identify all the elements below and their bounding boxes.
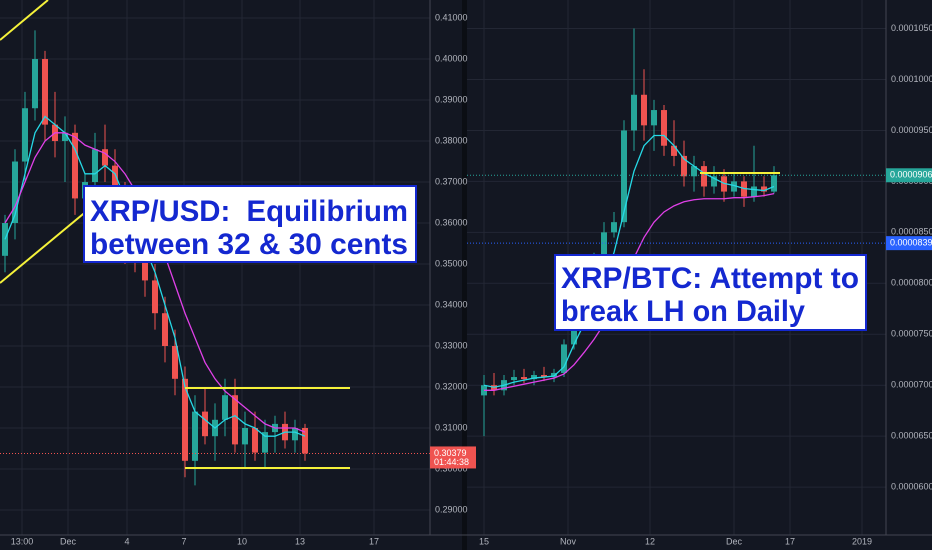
price-tag-label: 0.30379 <box>434 448 467 458</box>
candle-body <box>621 130 627 223</box>
countdown-label: 01:44:38 <box>434 457 469 467</box>
y-tick-label: 0.00010500 <box>891 23 932 33</box>
candle-body <box>761 186 767 192</box>
candle-body <box>102 149 108 166</box>
candle-body <box>92 149 98 183</box>
y-tick-label: 0.36000 <box>435 217 468 227</box>
x-tick-label: 7 <box>181 536 186 546</box>
y-tick-label: 0.34000 <box>435 299 468 309</box>
candle-body <box>651 110 657 126</box>
x-tick-label: 13 <box>295 536 305 546</box>
x-tick-label: Nov <box>560 536 577 546</box>
candle-body <box>72 132 78 199</box>
candle-body <box>152 280 158 314</box>
candle-body <box>711 176 717 187</box>
price-tag <box>430 446 476 469</box>
price-tag-label: 0.00008394 <box>890 238 932 248</box>
x-tick-label: 13:00 <box>11 536 34 546</box>
candle-body <box>262 432 268 453</box>
candle-body <box>42 59 48 125</box>
candle-body <box>691 166 697 177</box>
candle-body <box>32 59 38 109</box>
x-tick-label: 17 <box>369 536 379 546</box>
candle-body <box>222 395 228 420</box>
annotation-text: break LH on Daily <box>561 295 805 328</box>
y-tick-label: 0.40000 <box>435 53 468 63</box>
annotation-text: XRP/BTC: Attempt to <box>561 262 859 295</box>
x-tick-label: 17 <box>785 536 795 546</box>
candle-body <box>242 428 248 445</box>
candle-body <box>631 94 637 131</box>
candle-body <box>232 395 238 445</box>
candle-body <box>302 428 308 454</box>
y-tick-label: 0.38000 <box>435 135 468 145</box>
candle-body <box>771 175 777 192</box>
x-tick-label: Dec <box>726 536 743 546</box>
candle-body <box>202 411 208 437</box>
y-tick-label: 0.33000 <box>435 340 468 350</box>
price-tag <box>886 168 932 183</box>
y-tick-label: 0.31000 <box>435 422 468 432</box>
panel-separator <box>462 0 467 550</box>
candle-body <box>641 94 647 126</box>
candle-body <box>22 108 28 162</box>
candle-body <box>531 375 537 380</box>
candle-body <box>252 428 258 453</box>
x-tick-label: 10 <box>237 536 247 546</box>
x-tick-label: 2019 <box>852 536 872 546</box>
annotations: XRP/USD: Equilibrium between 32 & 30 cen… <box>83 185 867 331</box>
candle-body <box>681 155 687 177</box>
candle-body <box>541 375 547 378</box>
x-tick-label: 15 <box>479 536 489 546</box>
candle-body <box>521 377 527 380</box>
candle-body <box>671 145 677 156</box>
candle-body <box>182 378 188 461</box>
annotation-text: XRP/USD: Equilibrium <box>90 195 408 228</box>
candle-body <box>561 344 567 373</box>
y-tick-label: 0.37000 <box>435 176 468 186</box>
x-tick-label: 4 <box>124 536 129 546</box>
candle-body <box>551 372 557 378</box>
candle-body <box>12 161 18 224</box>
candle-body <box>142 255 148 281</box>
x-tick-label: 12 <box>645 536 655 546</box>
y-tick-label: 0.32000 <box>435 381 468 391</box>
candle-body <box>292 428 298 441</box>
moving-average <box>483 134 775 388</box>
candle-body <box>511 377 517 381</box>
candle-body <box>611 222 617 233</box>
annotation-box <box>554 254 867 331</box>
candle-body <box>62 132 68 142</box>
y-tick-label: 0.39000 <box>435 94 468 104</box>
candle-body <box>162 313 168 347</box>
candle-body <box>601 232 607 258</box>
candle-body <box>751 186 757 197</box>
trend-line <box>0 0 49 41</box>
moving-average <box>4 115 306 437</box>
price-tag <box>886 236 932 251</box>
y-tick-label: 0.29000 <box>435 504 468 514</box>
candle-body <box>112 165 118 199</box>
y-tick-label: 0.41000 <box>435 12 468 22</box>
candle-body <box>661 110 667 146</box>
x-tick-label: Dec <box>60 536 77 546</box>
candle-body <box>172 346 178 379</box>
annotation-text: between 32 & 30 cents <box>90 228 408 261</box>
candle-body <box>731 181 737 192</box>
annotation-box <box>83 185 417 263</box>
candle-body <box>701 166 707 187</box>
candle-body <box>192 411 198 461</box>
y-tick-label: 0.35000 <box>435 258 468 268</box>
